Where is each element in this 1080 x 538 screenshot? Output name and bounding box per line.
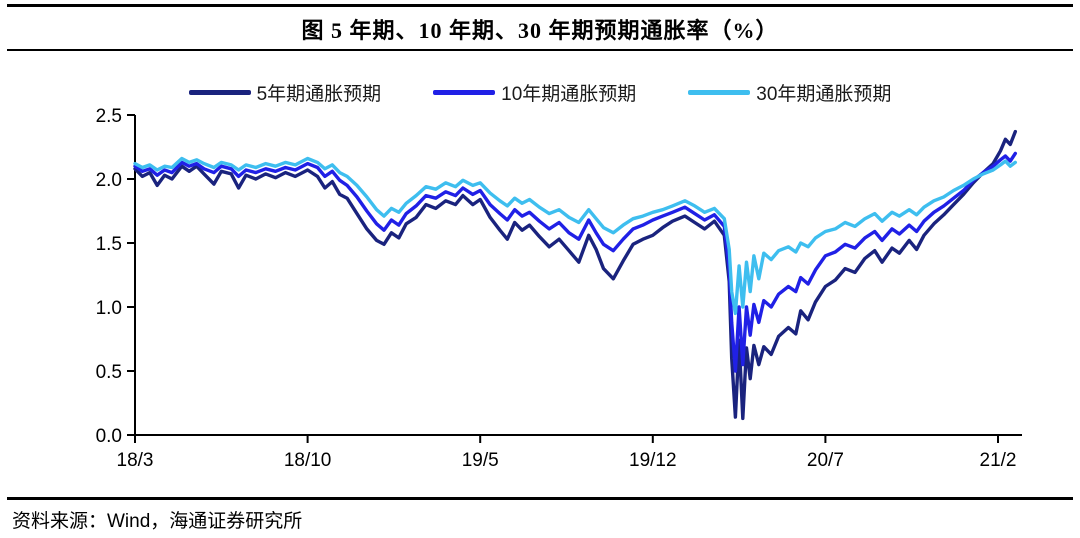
chart-title: 图 5 年期、10 年期、30 年期预期通胀率（%） (301, 18, 779, 43)
x-tick-label: 18/3 (117, 450, 154, 471)
x-tick-label: 19/12 (629, 450, 677, 471)
bottom-divider (7, 497, 1073, 500)
y-tick-label: 0.5 (96, 362, 122, 383)
x-tick-label: 20/7 (807, 450, 844, 471)
legend-label-5y: 5年期通胀预期 (256, 84, 382, 105)
legend-item-10y: 10年期通胀预期 (433, 79, 636, 106)
legend-item-30y: 30年期通胀预期 (688, 79, 891, 106)
top-divider (7, 4, 1073, 7)
legend-swatch-10y (433, 90, 496, 95)
legend-swatch-5y (188, 90, 251, 95)
x-tick-label: 21/2 (980, 450, 1017, 471)
y-tick-label: 2.5 (96, 106, 122, 127)
y-tick-label: 2.0 (96, 170, 122, 191)
title-divider (7, 49, 1073, 51)
legend-item-5y: 5年期通胀预期 (188, 79, 382, 106)
x-tick-label: 19/5 (462, 450, 499, 471)
series-line-30y (133, 156, 1017, 316)
y-tick-label: 1.5 (96, 234, 122, 255)
legend-swatch-30y (688, 90, 751, 95)
y-tick-label: 0.0 (96, 426, 122, 447)
series-line-5y (133, 129, 1017, 421)
y-tick-label: 1.0 (96, 298, 122, 319)
x-tick-label: 18/10 (284, 450, 332, 471)
series-line-10y (133, 151, 1017, 373)
chart-legend: 5年期通胀预期 10年期通胀预期 30年期通胀预期 (0, 79, 1080, 106)
source-note: 资料来源：Wind，海通证券研究所 (12, 511, 303, 532)
legend-label-10y: 10年期通胀预期 (501, 84, 637, 105)
legend-label-30y: 30年期通胀预期 (756, 84, 892, 105)
